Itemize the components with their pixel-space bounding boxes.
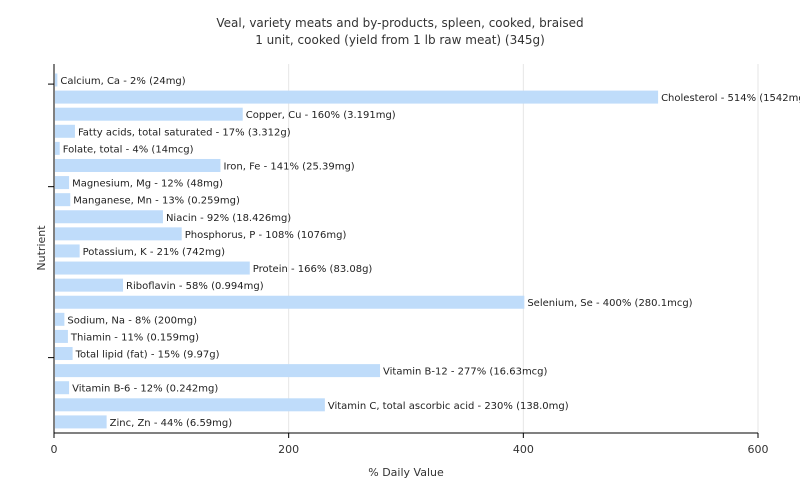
bar <box>55 329 68 343</box>
bar-label: Copper, Cu - 160% (3.191mg) <box>246 110 396 121</box>
bar <box>55 107 243 121</box>
bar-label: Niacin - 92% (18.426mg) <box>166 213 291 224</box>
x-tick-label: 0 <box>51 443 58 456</box>
bar <box>55 141 60 155</box>
x-axis-label: % Daily Value <box>368 466 444 479</box>
bar-label: Vitamin C, total ascorbic acid - 230% (1… <box>328 401 569 412</box>
bar-label: Phosphorus, P - 108% (1076mg) <box>185 230 347 241</box>
bar <box>55 158 221 172</box>
bar-label: Total lipid (fat) - 15% (9.97g) <box>75 350 220 361</box>
bar-label: Protein - 166% (83.08g) <box>253 264 373 275</box>
x-tick-label: 400 <box>513 443 534 456</box>
bar-label: Vitamin B-6 - 12% (0.242mg) <box>72 384 218 395</box>
bars <box>55 73 659 429</box>
bar <box>55 193 71 207</box>
bar <box>55 312 65 326</box>
bar-label: Selenium, Se - 400% (280.1mcg) <box>527 298 692 309</box>
bar-label: Manganese, Mn - 13% (0.259mg) <box>73 196 240 207</box>
bar <box>55 364 381 378</box>
x-tick-label: 200 <box>278 443 299 456</box>
bar-label: Calcium, Ca - 2% (24mg) <box>60 76 185 87</box>
bar-labels: Calcium, Ca - 2% (24mg) Cholesterol - 514… <box>60 76 800 429</box>
axes <box>48 64 758 434</box>
bar-label: Riboflavin - 58% (0.994mg) <box>126 281 264 292</box>
bar-label: Folate, total - 4% (14mcg) <box>63 144 194 155</box>
bar-label: Magnesium, Mg - 12% (48mg) <box>72 179 223 190</box>
bar <box>55 124 75 138</box>
x-ticks: 0 200 400 600 <box>51 433 769 456</box>
bar <box>55 295 525 309</box>
bar <box>55 73 58 87</box>
bar-label: Fatty acids, total saturated - 17% (3.31… <box>78 127 291 138</box>
bar <box>55 90 659 104</box>
bar <box>55 210 163 224</box>
bar-label: Potassium, K - 21% (742mg) <box>83 247 225 258</box>
chart-title: Veal, variety meats and by-products, spl… <box>216 16 583 30</box>
bar <box>55 227 182 241</box>
bar-label: Iron, Fe - 141% (25.39mg) <box>223 161 354 172</box>
bar <box>55 381 70 395</box>
x-tick-label: 600 <box>748 443 769 456</box>
chart-subtitle: 1 unit, cooked (yield from 1 lb raw meat… <box>255 33 545 47</box>
bar <box>55 278 124 292</box>
bar-label: Sodium, Na - 8% (200mg) <box>67 315 197 326</box>
bar <box>55 176 70 190</box>
bar-label: Vitamin B-12 - 277% (16.63mcg) <box>383 367 548 378</box>
bar <box>55 347 73 361</box>
bar <box>55 261 250 275</box>
bar <box>55 244 80 258</box>
bar <box>55 398 325 412</box>
y-axis-label: Nutrient <box>35 225 48 271</box>
bar-label: Zinc, Zn - 44% (6.59mg) <box>110 418 233 429</box>
bar-label: Cholesterol - 514% (1542mg) <box>661 93 800 104</box>
bar-label: Thiamin - 11% (0.159mg) <box>70 332 199 343</box>
bar <box>55 415 107 429</box>
